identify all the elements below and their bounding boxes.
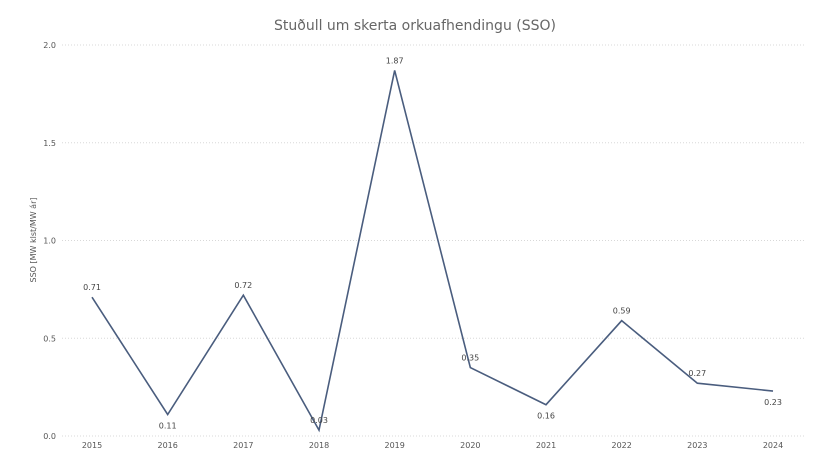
- x-tick-label: 2023: [687, 441, 707, 450]
- x-tick-label: 2016: [157, 441, 177, 450]
- x-tick-label: 2022: [611, 441, 631, 450]
- data-label: 1.87: [386, 56, 404, 65]
- y-tick-label: 0.5: [43, 334, 56, 343]
- x-tick-label: 2019: [384, 441, 404, 450]
- x-tick-label: 2021: [536, 441, 556, 450]
- data-label: 0.03: [310, 416, 328, 425]
- x-tick-label: 2020: [460, 441, 480, 450]
- data-label: 0.11: [159, 421, 177, 430]
- data-label: 0.27: [688, 369, 706, 378]
- data-label: 0.23: [764, 398, 782, 407]
- y-tick-label: 2.0: [43, 41, 56, 50]
- x-tick-label: 2018: [309, 441, 329, 450]
- x-tick-label: 2017: [233, 441, 253, 450]
- series-line: [91, 70, 774, 433]
- y-tick-label: 1.0: [43, 237, 56, 246]
- chart-title: Stuðull um skerta orkuafhendingu (SSO): [274, 18, 556, 34]
- x-tick-label: 2015: [82, 441, 102, 450]
- data-label: 0.35: [461, 354, 479, 363]
- x-tick-label: 2024: [763, 441, 783, 450]
- data-label: 0.72: [234, 281, 252, 290]
- data-label: 0.16: [537, 412, 555, 421]
- y-axis-label: SSO [MW klst/MW ár]: [29, 198, 38, 283]
- data-label: 0.71: [83, 283, 101, 292]
- data-label: 0.59: [613, 307, 631, 316]
- y-tick-label: 0.0: [43, 432, 56, 441]
- y-tick-label: 1.5: [43, 139, 56, 148]
